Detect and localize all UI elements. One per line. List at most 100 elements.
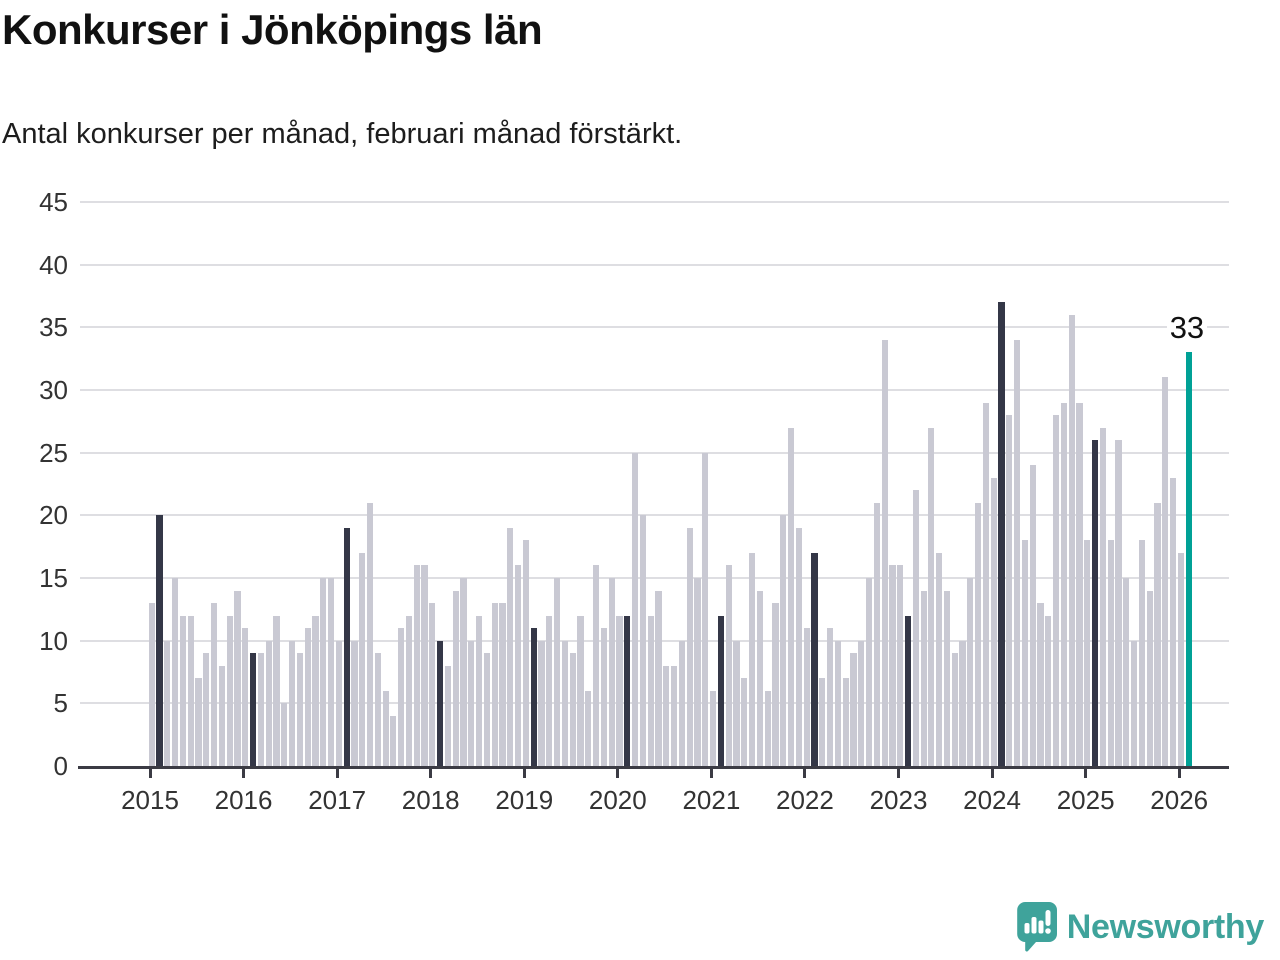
- bar-2020-7: [663, 665, 670, 766]
- bar-2017-12: [421, 565, 428, 766]
- bar-2019-5: [554, 578, 561, 766]
- bar-2021-4: [733, 640, 740, 766]
- bar-2016-3: [257, 653, 264, 766]
- bar-2019-3: [538, 640, 545, 766]
- x-axis-label-2016: 2016: [214, 785, 273, 815]
- x-axis-tick-2026: [1177, 769, 1181, 778]
- bar-2016-9: [304, 628, 311, 766]
- bar-2024-2: [998, 302, 1005, 766]
- x-axis-tick-2018: [429, 769, 433, 778]
- bar-2015-4: [171, 578, 179, 766]
- bar-2016-2: [249, 653, 257, 766]
- y-axis-label-45: 45: [39, 187, 68, 217]
- bar-2023-6: [936, 552, 943, 766]
- bar-2018-12: [515, 565, 522, 766]
- bar-2023-4: [920, 590, 927, 766]
- gridline-30: [80, 389, 1229, 391]
- gridline-15: [80, 577, 1229, 579]
- bar-2017-5: [366, 502, 374, 766]
- bar-2023-10: [967, 578, 974, 766]
- bar-2020-3: [632, 452, 639, 766]
- gridline-40: [80, 263, 1229, 266]
- bar-2020-9: [678, 640, 685, 766]
- bar-2016-4: [265, 640, 272, 766]
- y-axis-label-20: 20: [39, 500, 68, 531]
- x-axis-label-2024: 2024: [963, 785, 1021, 815]
- bar-2020-1: [616, 615, 623, 766]
- bar-2021-3: [725, 565, 732, 766]
- bar-2022-8: [858, 640, 865, 766]
- x-axis-label-2025: 2025: [1056, 785, 1115, 815]
- bar-2022-6: [842, 678, 849, 766]
- bar-2017-10: [405, 615, 413, 766]
- bar-2020-11: [694, 578, 701, 766]
- x-axis-label-2020: 2020: [588, 785, 647, 815]
- newsworthy-logo-text: Newsworthy: [1066, 907, 1265, 946]
- bar-2018-5: [460, 578, 467, 766]
- bar-2019-4: [546, 615, 553, 766]
- y-axis-label-35: 35: [39, 312, 68, 343]
- gridline-20: [80, 514, 1229, 517]
- x-axis-tick-2022: [803, 769, 807, 778]
- x-axis-label-2015: 2015: [121, 785, 179, 815]
- bar-2024-5: [1021, 540, 1029, 766]
- bar-2019-10: [593, 565, 600, 766]
- gridline-25: [80, 451, 1229, 454]
- x-axis-tick-2016: [242, 769, 246, 778]
- bar-2024-10: [1060, 402, 1068, 766]
- bar-2022-12: [889, 565, 896, 766]
- bar-2018-6: [468, 640, 475, 766]
- x-axis-tick-2020: [616, 769, 620, 778]
- bar-2022-4: [826, 628, 834, 766]
- x-axis-label-2018: 2018: [401, 785, 460, 815]
- bar-2017-6: [374, 653, 381, 766]
- bar-2025-5: [1115, 440, 1122, 766]
- bar-2021-6: [748, 552, 756, 766]
- bar-2024-6: [1029, 465, 1036, 766]
- bar-2017-4: [359, 552, 366, 766]
- bar-2018-4: [452, 590, 459, 766]
- bar-2025-3: [1099, 427, 1107, 766]
- bar-2016-5: [273, 615, 280, 766]
- bar-2022-10: [873, 502, 880, 766]
- bar-2024-3: [1006, 415, 1013, 766]
- bar-2022-2: [811, 552, 818, 766]
- gridline-35: [80, 326, 1229, 329]
- bar-2017-3: [351, 640, 358, 766]
- y-axis-label-10: 10: [39, 625, 68, 656]
- bar-2021-1: [709, 690, 717, 766]
- bar-2015-10: [218, 665, 225, 766]
- bar-2023-7: [943, 590, 951, 766]
- bar-2018-1: [429, 603, 436, 766]
- bar-2019-9: [585, 690, 592, 766]
- x-axis-label-2022: 2022: [776, 785, 834, 815]
- bar-2025-12: [1170, 477, 1177, 766]
- bar-2023-5: [928, 427, 935, 766]
- bar-2025-1: [1084, 540, 1091, 766]
- bar-2019-2: [530, 628, 537, 766]
- bar-2024-12: [1076, 402, 1083, 766]
- x-axis-tick-2015: [148, 769, 152, 778]
- bar-2019-11: [600, 628, 607, 766]
- bar-2017-1: [335, 640, 342, 766]
- bar-2016-8: [296, 653, 303, 766]
- bar-2021-10: [780, 515, 787, 766]
- bar-2015-6: [187, 615, 194, 766]
- x-axis-line: [78, 766, 1229, 769]
- newsworthy-logo: Newsworthy: [1016, 902, 1265, 952]
- bar-2022-1: [803, 628, 810, 766]
- x-axis-tick-2023: [897, 769, 900, 778]
- bar-2026-2: [1185, 352, 1192, 766]
- bar-2022-7: [850, 653, 857, 766]
- bar-2023-2: [904, 615, 912, 766]
- bar-2019-12: [608, 578, 615, 766]
- bar-2023-8: [951, 653, 958, 766]
- bar-2018-3: [444, 665, 452, 766]
- bar-2020-10: [686, 527, 693, 766]
- bar-2018-10: [499, 603, 506, 766]
- bar-2016-7: [288, 640, 296, 766]
- bar-2023-11: [975, 502, 982, 766]
- x-axis-tick-2017: [335, 769, 339, 778]
- y-axis-label-40: 40: [39, 249, 68, 280]
